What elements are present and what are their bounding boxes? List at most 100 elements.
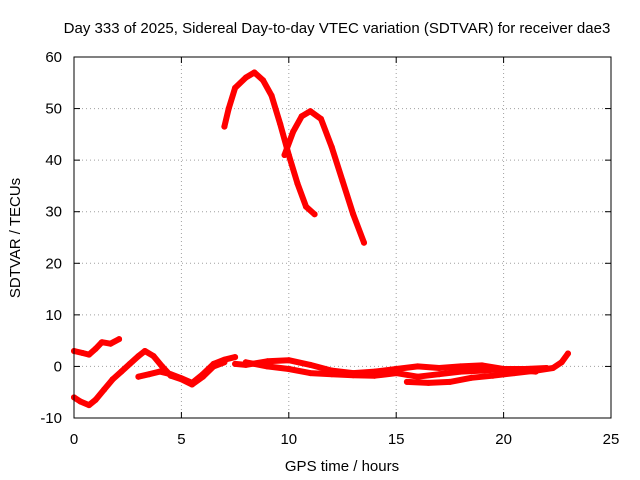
data-point	[311, 211, 318, 218]
data-point	[159, 363, 166, 370]
data-point	[178, 375, 185, 382]
y-tick-label: 40	[45, 152, 62, 169]
y-tick-labels: -10 0 10 20 30 40 50 60	[40, 49, 62, 427]
data-point	[77, 398, 84, 405]
data-point	[425, 379, 432, 386]
y-tick-label: -10	[40, 410, 62, 427]
data-point	[251, 69, 258, 76]
data-point	[221, 123, 228, 130]
data-point	[403, 378, 410, 385]
data-point	[468, 374, 475, 381]
x-tick-labels: 0 5 10 15 20 25	[70, 431, 620, 448]
data-point	[242, 74, 249, 81]
data-point	[79, 350, 86, 356]
data-point	[307, 370, 314, 377]
data-point	[436, 365, 443, 371]
y-tick-label: 20	[45, 255, 62, 272]
series-line-arc-4	[221, 69, 318, 218]
y-tick-label: 60	[45, 49, 62, 66]
series-line-arc-8	[403, 350, 571, 386]
data-point	[264, 358, 271, 365]
data-point	[339, 177, 346, 184]
x-tick-label: 0	[70, 431, 78, 448]
data-point	[146, 371, 153, 378]
data-point	[350, 372, 357, 379]
data-point	[92, 345, 99, 352]
data-point	[371, 372, 378, 379]
data-point	[350, 211, 357, 218]
data-point	[242, 359, 249, 366]
x-tick-label: 10	[280, 431, 297, 448]
data-point	[189, 379, 196, 386]
data-point	[210, 360, 217, 367]
data-point	[446, 378, 453, 385]
data-point	[550, 365, 556, 371]
data-point	[264, 363, 271, 370]
data-point	[558, 359, 565, 366]
x-tick-label: 15	[388, 431, 405, 448]
data-point	[285, 366, 292, 372]
data-series	[71, 69, 571, 409]
x-tick-label: 5	[177, 431, 185, 448]
data-point	[290, 128, 297, 135]
data-point	[303, 203, 309, 210]
data-point	[86, 402, 92, 409]
data-point	[232, 84, 239, 91]
data-point	[107, 340, 114, 347]
plot-frame	[73, 56, 612, 419]
data-point	[98, 339, 105, 346]
data-point	[221, 356, 228, 363]
data-point	[92, 396, 99, 403]
data-point	[150, 353, 157, 360]
data-point	[298, 113, 305, 120]
y-tick-label: 50	[45, 101, 62, 118]
y-tick-label: 30	[45, 204, 62, 221]
data-point	[232, 354, 239, 361]
data-point	[436, 371, 443, 378]
data-point	[479, 367, 486, 374]
data-point	[281, 152, 288, 158]
grid	[74, 57, 611, 418]
data-point	[328, 371, 335, 378]
series-line-arc-3	[135, 354, 239, 386]
data-point	[101, 386, 108, 393]
x-axis-label: GPS time / hours	[285, 458, 399, 475]
data-point	[532, 367, 539, 374]
data-point	[135, 353, 142, 360]
data-point	[565, 350, 571, 357]
data-point	[500, 366, 507, 372]
y-tick-label: 10	[45, 307, 62, 324]
data-point	[307, 108, 314, 115]
data-point	[307, 361, 314, 368]
data-point	[511, 370, 518, 377]
data-point	[126, 360, 133, 367]
data-point	[225, 105, 232, 112]
data-point	[260, 77, 266, 84]
x-tick-label: 25	[603, 431, 620, 448]
chart-title: Day 333 of 2025, Sidereal Day-to-day VTE…	[64, 20, 611, 37]
data-point	[285, 357, 292, 364]
data-point	[328, 144, 335, 151]
data-point	[457, 363, 464, 370]
data-point	[457, 368, 464, 375]
data-point	[479, 362, 486, 369]
y-axis-label: SDTVAR / TECUs	[7, 178, 24, 298]
data-point	[489, 372, 496, 379]
data-point	[199, 371, 206, 378]
data-point	[268, 92, 275, 99]
data-point	[361, 239, 367, 246]
data-point	[414, 373, 421, 380]
data-point	[118, 368, 125, 375]
data-point	[135, 373, 142, 380]
data-point	[393, 370, 400, 377]
data-point	[86, 351, 92, 358]
x-tick-label: 20	[495, 431, 512, 448]
data-point	[277, 121, 284, 127]
y-tick-label: 0	[54, 358, 62, 375]
data-point	[116, 336, 123, 343]
data-point	[156, 368, 163, 375]
data-point	[294, 180, 301, 187]
data-point	[318, 115, 324, 122]
data-point	[167, 371, 174, 378]
